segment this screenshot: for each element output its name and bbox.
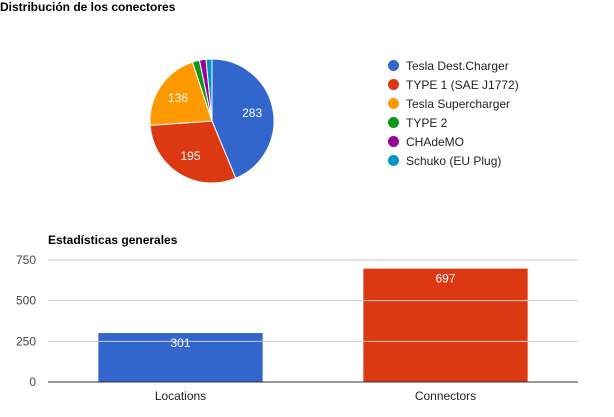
pie-slice[interactable]: [205, 58, 213, 122]
legend-swatch: [388, 79, 399, 90]
legend-label: TYPE 2: [406, 115, 448, 130]
y-tick-label: 750: [16, 253, 36, 267]
legend-swatch: [388, 136, 399, 147]
bar-value-label: 697: [435, 272, 455, 286]
legend-label: TYPE 1 (SAE J1772): [406, 77, 519, 92]
pie-slice[interactable]: [149, 61, 213, 126]
bar[interactable]: [363, 268, 528, 382]
legend-label: Schuko (EU Plug): [406, 153, 502, 168]
pie-chart: 283 195 136: [149, 58, 275, 184]
y-tick-label: 0: [29, 375, 36, 389]
legend-swatch: [388, 60, 399, 71]
x-category-label: Locations: [155, 389, 206, 403]
legend-label: Tesla Supercharger: [406, 96, 511, 111]
legend-item[interactable]: CHAdeMO: [388, 132, 519, 151]
legend-item[interactable]: TYPE 1 (SAE J1772): [388, 75, 519, 94]
y-tick-label: 250: [16, 334, 36, 348]
x-category-label: Connectors: [415, 389, 476, 403]
legend-item[interactable]: Schuko (EU Plug): [388, 151, 519, 170]
pie-chart-title: Distribución de los conectores: [0, 0, 176, 14]
bar-value-label: 301: [170, 336, 190, 350]
pie-slice[interactable]: [149, 120, 237, 184]
bar-chart-title: Estadísticas generales: [48, 233, 178, 247]
legend-item[interactable]: TYPE 2: [388, 113, 519, 132]
legend-swatch: [388, 155, 399, 166]
legend-swatch: [388, 117, 399, 128]
legend-label: CHAdeMO: [406, 134, 465, 149]
pie-slice-label: 136: [168, 91, 188, 105]
y-tick-label: 500: [16, 294, 36, 308]
pie-slice[interactable]: [211, 58, 275, 179]
bar-chart: 0 250 500 750 301 Locations 697 Connectors: [16, 253, 578, 403]
pie-slice-label: 195: [180, 149, 200, 163]
pie-slice-label: 283: [242, 106, 262, 120]
legend-label: Tesla Dest.Charger: [406, 58, 509, 73]
legend-swatch: [388, 98, 399, 109]
legend-item[interactable]: Tesla Dest.Charger: [388, 56, 519, 75]
pie-legend: Tesla Dest.Charger TYPE 1 (SAE J1772) Tesl…: [388, 56, 519, 170]
legend-item[interactable]: Tesla Supercharger: [388, 94, 519, 113]
